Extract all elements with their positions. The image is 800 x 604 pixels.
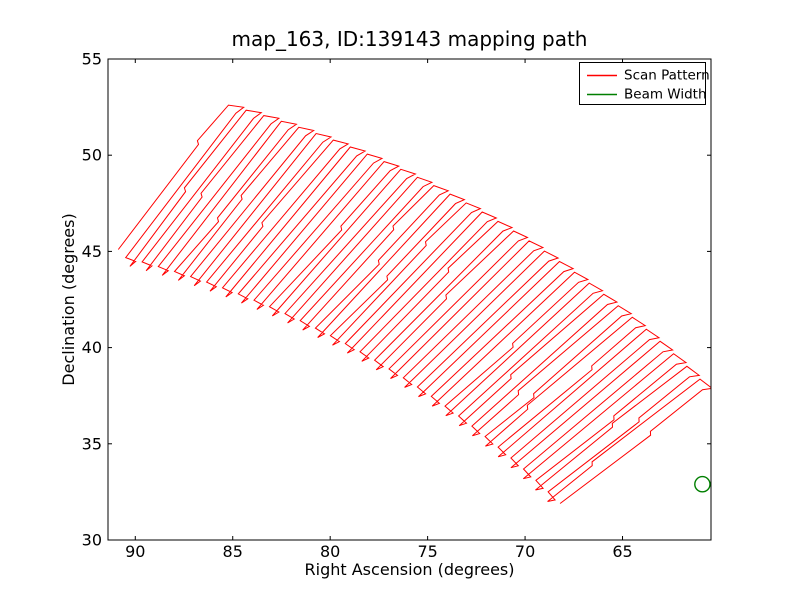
legend-label-beam-width: Beam Width <box>624 87 707 103</box>
x-axis-label: Right Ascension (degrees) <box>305 560 515 579</box>
axes-box <box>107 58 712 541</box>
x-tick-label: 70 <box>515 542 535 561</box>
y-tick-label: 35 <box>82 434 102 453</box>
y-tick-label: 30 <box>82 531 102 550</box>
x-tick-label: 65 <box>612 542 632 561</box>
legend-box <box>579 62 706 105</box>
y-tick-label: 55 <box>82 50 102 69</box>
tick-labels: 90 85 80 75 70 65 55 50 45 40 35 30 <box>82 50 633 562</box>
x-tick-label: 75 <box>417 542 437 561</box>
y-tick-label: 45 <box>82 242 102 261</box>
legend: Scan Pattern Beam Width <box>579 62 710 105</box>
scan-pattern-path <box>117 104 711 504</box>
chart-title: map_163, ID:139143 mapping path <box>232 27 588 51</box>
beam-width-circle <box>694 475 711 493</box>
tick-marks <box>108 58 711 541</box>
y-tick-label: 40 <box>82 338 102 357</box>
x-tick-label: 90 <box>125 542 145 561</box>
y-tick-label: 50 <box>82 146 102 165</box>
x-tick-label: 85 <box>223 542 243 561</box>
legend-label-scan-pattern: Scan Pattern <box>624 68 710 84</box>
y-axis-label: Declination (degrees) <box>59 213 78 385</box>
x-tick-label: 80 <box>320 542 340 561</box>
